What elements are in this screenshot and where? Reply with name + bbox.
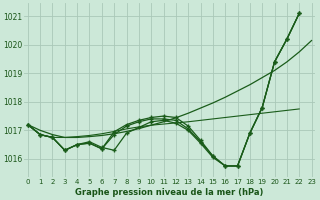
X-axis label: Graphe pression niveau de la mer (hPa): Graphe pression niveau de la mer (hPa)	[76, 188, 264, 197]
